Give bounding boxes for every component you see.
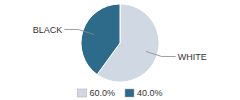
pie-slice: [81, 4, 120, 75]
legend: 60.0% 40.0%: [77, 88, 162, 98]
legend-swatch: [125, 89, 134, 97]
legend-label: 40.0%: [137, 88, 163, 98]
leader-line: [64, 30, 94, 35]
callouts: WHITE BLACK: [33, 25, 207, 62]
slice-label: WHITE: [178, 52, 207, 62]
chart: WHITE BLACK 60.0% 40.0%: [0, 0, 240, 100]
pie: WHITE BLACK: [33, 4, 207, 82]
legend-item: 60.0%: [77, 88, 115, 98]
legend-swatch: [77, 89, 86, 97]
legend-label: 60.0%: [89, 88, 115, 98]
slice-label: BLACK: [33, 25, 63, 35]
legend-item: 40.0%: [125, 88, 163, 98]
leader-line: [146, 51, 176, 56]
